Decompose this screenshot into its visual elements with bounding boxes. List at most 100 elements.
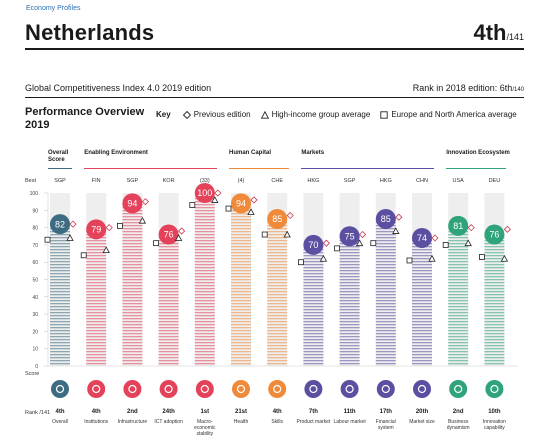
pillar-label: Business dynamism (446, 419, 470, 431)
pillar-rank: 4th (55, 409, 65, 415)
high-income-marker (247, 208, 255, 215)
group-rule (84, 168, 217, 169)
score-value-label: 81 (453, 221, 463, 231)
legend-title: Key (156, 110, 171, 119)
score-bubble (375, 208, 396, 229)
score-bar (303, 244, 324, 366)
legend-previous-label: Previous edition (193, 110, 251, 119)
best-economy-label: CHN (416, 178, 428, 184)
score-bubble (412, 227, 432, 248)
high-income-marker (428, 254, 436, 262)
high-income-marker (464, 239, 472, 247)
page-title: Netherlands (25, 20, 155, 45)
pillar-label: Market size (409, 419, 435, 425)
pillar-icon-glyph (92, 384, 101, 394)
high-income-marker (355, 239, 364, 247)
pillar-icon-glyph (381, 384, 390, 394)
score-bubble (484, 224, 505, 245)
breadcrumb[interactable]: Economy Profiles (26, 5, 81, 12)
pillar-rank: 17th (379, 409, 392, 415)
score-bar (86, 229, 107, 366)
y-tick-label: 70 (32, 243, 38, 249)
high-income-marker (211, 196, 219, 203)
previous-edition-marker (69, 220, 77, 228)
score-value-label: 85 (381, 214, 391, 224)
pillar-icon (304, 380, 323, 398)
europe-marker (442, 241, 449, 248)
score-value-label: 82 (55, 219, 65, 229)
previous-rank-total: /140 (512, 87, 524, 93)
pillar-label: ICT adoption (154, 419, 183, 425)
pillar-icon (123, 380, 142, 398)
score-bubble (158, 224, 179, 245)
pillar-rank: 2nd (452, 409, 464, 415)
previous-edition-marker (431, 234, 439, 242)
pillar-label: Skills (271, 419, 284, 425)
pillar-icon-glyph (454, 384, 463, 394)
y-tick-label: 30 (32, 312, 38, 318)
pillar-label: Labour market (333, 419, 366, 425)
score-value-label: 94 (127, 199, 137, 209)
score-bubble (267, 208, 288, 229)
europe-marker (153, 240, 160, 247)
score-bubble (50, 214, 70, 235)
group-header: Markets (301, 150, 325, 156)
score-value-label: 76 (164, 230, 174, 240)
high-income-marker (500, 254, 509, 262)
pillar-icon-glyph (490, 384, 499, 394)
score-bar (484, 234, 505, 366)
pillar-rank: 4th (91, 409, 101, 415)
diamond-icon (182, 110, 191, 119)
group-header: Enabling Environment (84, 150, 148, 156)
legend-europe: Europe and North America average (380, 110, 517, 119)
pillar-rank: 20th (415, 409, 429, 415)
previous-edition-marker (178, 227, 186, 235)
overall-rank-total: /141 (506, 32, 524, 42)
best-economy-label: USA (452, 178, 464, 184)
pillar-icon (51, 380, 69, 398)
score-value-label: 70 (308, 240, 318, 250)
overall-rank: 4th/141 (473, 20, 524, 46)
europe-marker (189, 202, 196, 209)
pillar-rank: 2nd (127, 409, 138, 415)
score-value-label: 74 (417, 233, 427, 243)
best-economy-label: KOR (162, 178, 175, 184)
group-rule (48, 168, 72, 169)
y-tick-label: 90 (32, 208, 38, 214)
pillar-label: Innovation capability (482, 419, 506, 431)
high-income-marker (283, 230, 291, 238)
pillar-label: Institutions (84, 419, 109, 425)
title-divider (25, 48, 524, 50)
previous-edition-marker (141, 198, 149, 206)
score-value-label: 100 (197, 188, 212, 198)
pillar-label: Overall (52, 419, 68, 425)
pillar-icon-glyph (345, 384, 354, 394)
y-tick-label: 10 (32, 347, 38, 353)
best-economy-label: HKG (379, 178, 392, 184)
square-icon (380, 110, 388, 119)
pillar-icon (376, 380, 395, 398)
group-header: Human Capital (229, 150, 272, 156)
pillar-rank: 7th (308, 409, 318, 415)
pillar-label: Health (233, 419, 249, 425)
europe-marker (44, 236, 51, 243)
pillar-rank: 10th (488, 409, 501, 415)
pillar-icon-glyph (236, 384, 246, 394)
europe-marker (80, 252, 87, 259)
pillar-icon-glyph (55, 384, 65, 394)
pillar-icon (485, 380, 504, 398)
europe-marker (225, 205, 232, 212)
best-economy-label: FIN (91, 178, 101, 184)
score-value-label: 75 (345, 231, 355, 241)
previous-edition-marker (286, 211, 294, 220)
score-bubble (339, 226, 360, 247)
best-economy-label: (33) (199, 178, 210, 184)
pillar-icon (268, 380, 287, 398)
pillar-label: Financial system (375, 419, 396, 431)
group-header: Innovation Ecosystem (446, 150, 510, 156)
europe-marker (406, 257, 413, 264)
score-bar (448, 225, 469, 366)
pillar-icon-glyph (200, 384, 209, 394)
y-tick-label: 20 (32, 329, 38, 335)
score-bar (267, 218, 288, 366)
